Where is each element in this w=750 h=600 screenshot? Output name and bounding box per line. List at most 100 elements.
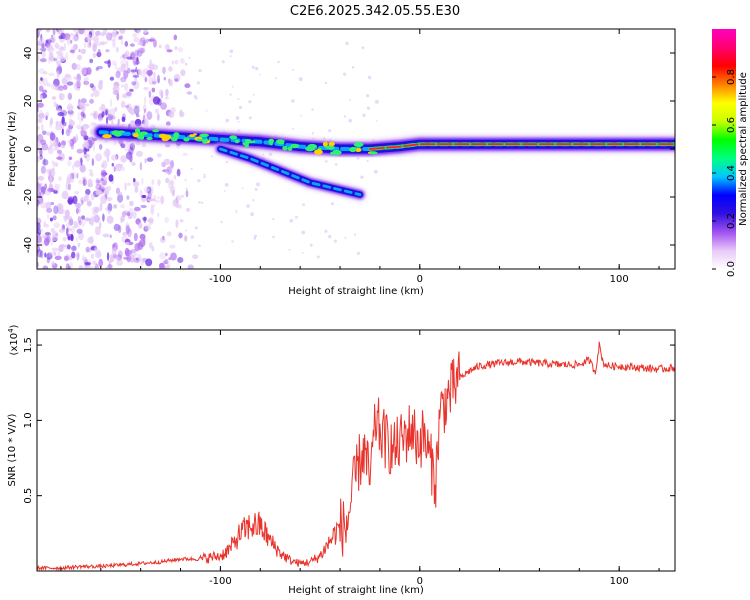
spectrogram-speck	[54, 183, 58, 192]
spectrogram-speck	[56, 60, 61, 65]
spectrogram-speck	[80, 48, 87, 55]
spectrogram-speck	[177, 257, 184, 263]
spectrogram-speck	[52, 215, 57, 221]
spectrogram-speck	[374, 99, 379, 104]
spectrogram-speck	[109, 234, 112, 239]
spectrogram-speck	[72, 29, 79, 34]
spectrogram-speck	[45, 39, 52, 43]
spectrogram-speck	[237, 98, 240, 101]
spectrogram-speck	[78, 48, 81, 53]
spectrogram-speck	[87, 42, 92, 49]
spectrogram-speck	[57, 51, 63, 56]
colorbar-ticks: 0.0 0.2 0.4 0.6 0.8	[712, 69, 737, 277]
spectrogram-speck	[74, 160, 81, 168]
spectrogram-speck	[139, 189, 143, 198]
spectrogram-speck	[153, 198, 157, 202]
spectrogram-speck	[109, 76, 115, 81]
ridge-blob	[146, 136, 153, 141]
ridge-blob	[322, 141, 328, 147]
spectrogram-speck	[125, 225, 130, 235]
spectrogram-speck	[77, 242, 81, 248]
spectrogram-speck	[143, 111, 146, 121]
snr-frame	[36, 329, 676, 572]
spectrogram-speck	[203, 173, 206, 176]
colorbar-scale	[712, 29, 736, 269]
spectrogram-speck	[145, 258, 153, 267]
spectrogram-speck	[75, 32, 79, 38]
spectrogram-speck	[132, 253, 136, 261]
spectrogram-speck	[73, 33, 79, 42]
spectrogram-speck	[162, 260, 169, 264]
spectrogram-speck	[107, 59, 111, 68]
spectrogram-speck	[51, 35, 56, 44]
spectrogram-speck	[170, 252, 177, 261]
spectrogram-speck	[62, 215, 69, 219]
spectrogram-speck	[241, 187, 244, 190]
spectrogram-speck	[105, 185, 112, 191]
spectrogram-speck	[134, 74, 137, 84]
spectrogram-speck	[186, 91, 192, 95]
spectrogram-speck	[38, 228, 44, 234]
ridge-blob	[189, 134, 195, 138]
spectrogram-speck	[57, 64, 62, 72]
spectrogram-speck	[90, 93, 94, 97]
spectrogram-speck	[43, 237, 50, 246]
spectrogram-speck	[46, 82, 51, 88]
spectrogram-speck	[52, 48, 55, 52]
spectrogram-speck	[121, 39, 123, 45]
spectrogram-speck	[94, 263, 99, 269]
spectrogram-speck	[44, 190, 51, 196]
spectrogram-speck	[246, 204, 250, 208]
spectrogram-speck	[134, 49, 139, 57]
spectrogram-speck	[113, 166, 116, 173]
spectrogram-speck	[132, 252, 139, 257]
spectrogram-speck	[56, 70, 60, 79]
spectrogram-speck	[137, 29, 140, 35]
spectrogram-speck	[134, 242, 141, 252]
ridge-blob	[203, 138, 209, 143]
spectrogram-speck	[83, 153, 90, 158]
spectrogram-speck	[254, 187, 258, 191]
spectrogram-speck	[201, 201, 204, 205]
spectrogram-speck	[111, 119, 114, 126]
spectrogram-speck	[89, 217, 94, 226]
spectrogram-speck	[175, 195, 182, 201]
spectrogram-speck	[291, 99, 295, 103]
ridge-blob	[307, 143, 317, 149]
spectrogram-speck	[173, 175, 177, 180]
spectrogram-speck	[139, 161, 143, 171]
spectrogram-speck	[116, 93, 120, 101]
spectrogram-speck	[64, 73, 71, 79]
spectrogram-speck	[289, 218, 294, 223]
spectrogram-speck	[73, 76, 78, 80]
spectrogram-speck	[125, 104, 130, 109]
spectrogram-speck	[55, 183, 61, 189]
spectrogram-speck	[152, 194, 157, 199]
spectrogram-speck	[47, 43, 53, 50]
spectrogram-speck	[59, 243, 65, 252]
spectrogram-speck	[87, 178, 93, 187]
spectrogram-speck	[324, 229, 328, 233]
spectrogram-speck	[130, 69, 137, 73]
spectrogram-speck	[80, 67, 87, 76]
spectrogram-speck	[92, 260, 97, 266]
x-tick-label: -100	[209, 576, 232, 587]
spectrogram-speck	[225, 160, 228, 164]
spectrogram-y-label: Frequency (Hz)	[7, 111, 18, 187]
spectrogram-speck	[374, 169, 378, 174]
spectrogram-speck	[154, 199, 161, 204]
colorbar-tick-label: 0.2	[726, 213, 737, 229]
spectrogram-speck	[182, 152, 188, 157]
ridge-blob	[170, 136, 178, 142]
spectrogram-speck	[40, 47, 47, 52]
spectrogram-speck	[110, 115, 116, 120]
spectrogram-speck	[118, 225, 122, 233]
spectrogram-speck	[37, 47, 42, 51]
spectrogram-speck	[288, 248, 291, 251]
spectrogram-speck	[153, 96, 160, 105]
spectrogram-speck	[351, 66, 355, 69]
spectrogram-speck	[94, 226, 101, 236]
spectrogram-speck	[92, 210, 98, 216]
spectrogram-speck	[122, 93, 128, 99]
spectrogram-speck	[80, 98, 87, 104]
